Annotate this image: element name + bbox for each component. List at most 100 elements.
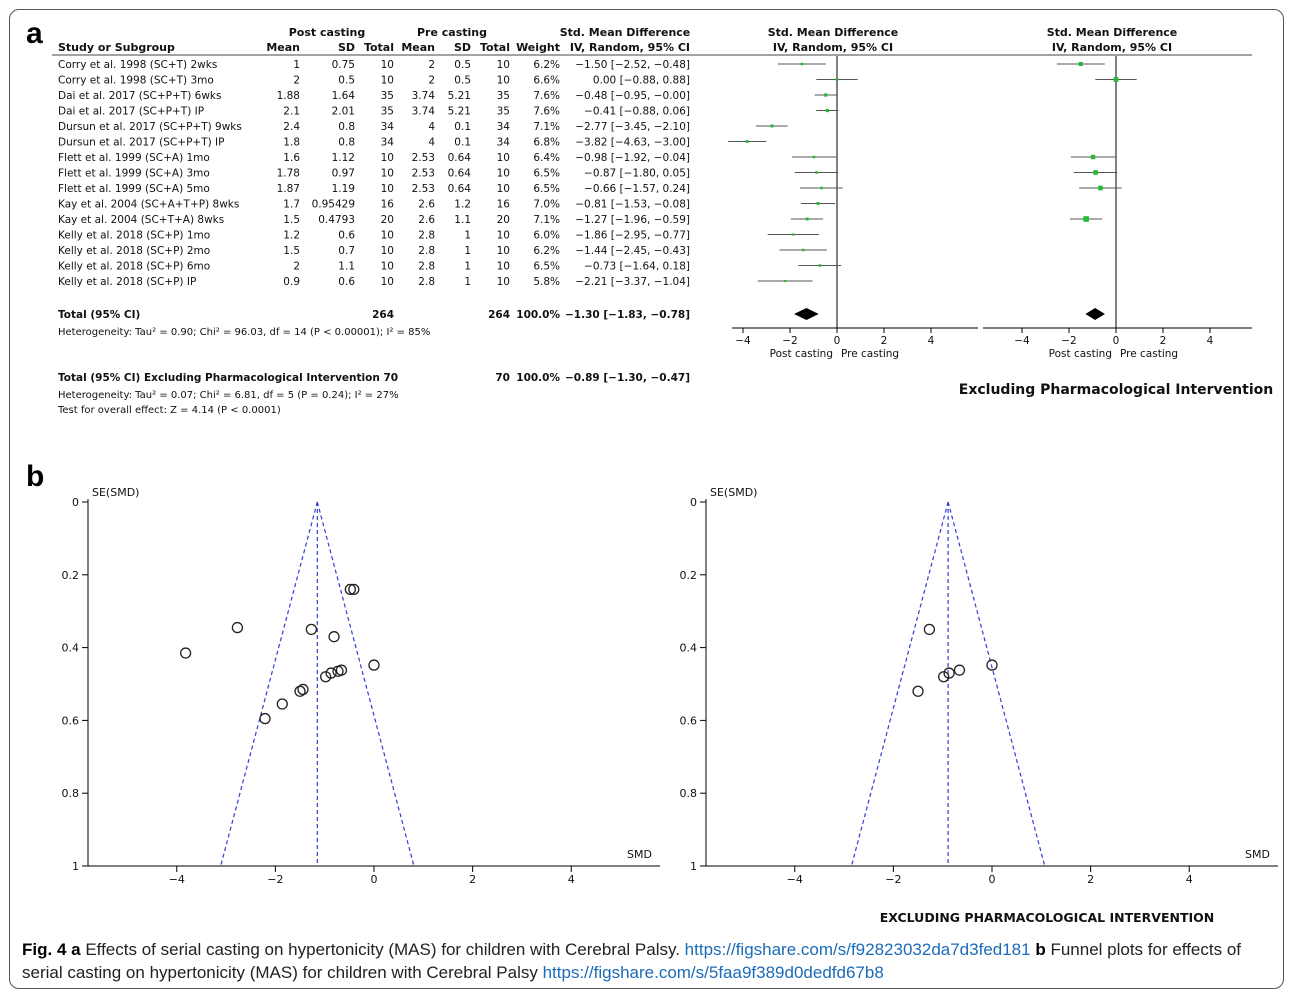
- forest-all-study-marker: [815, 171, 818, 174]
- study-label: Dursun et al. 2017 (SC+P+T) 9wks: [58, 121, 242, 133]
- table-cell: 10: [381, 152, 394, 164]
- forest-all-x-tick-label: −4: [735, 335, 751, 347]
- forest-excl-axis-right-label: Pre casting: [1120, 348, 1178, 360]
- table-cell: 1.1: [454, 214, 471, 226]
- table-cell: −0.98 [−1.92, −0.04]: [575, 152, 690, 164]
- table-cell: −0.48 [−0.95, −0.00]: [575, 90, 690, 102]
- table-cell: 10: [497, 230, 510, 242]
- table-cell: 10: [497, 59, 510, 71]
- table-cell: 10: [381, 59, 394, 71]
- table-cell: 2.53: [412, 183, 435, 195]
- funnel-all-study-point: [368, 659, 380, 671]
- table-cell: 34: [381, 121, 395, 133]
- table-cell: 2: [428, 75, 435, 87]
- table-cell: 0.7: [338, 245, 355, 257]
- forest-all-summary-diamond: [793, 308, 819, 320]
- table-cell: −3.82 [−4.63, −3.00]: [575, 137, 690, 149]
- table-cell: 1.2: [283, 230, 300, 242]
- forest-excl-x-tick-label: −4: [1014, 335, 1030, 347]
- table-cell: −1.44 [−2.45, −0.43]: [575, 245, 690, 257]
- table-cell: 10: [381, 276, 394, 288]
- heterogeneity-text: Heterogeneity: Tau² = 0.90; Chi² = 96.03…: [58, 327, 430, 338]
- caption-part-b-letter: b: [1035, 940, 1046, 959]
- figure-frame: [9, 9, 1284, 989]
- forest-excl-study-marker: [1090, 154, 1096, 160]
- table-cell: 10: [497, 75, 510, 87]
- table-cell: 7.0%: [533, 199, 560, 211]
- table-cell: 1.12: [332, 152, 355, 164]
- table-cell: 0.64: [448, 152, 472, 164]
- table-cell: 10: [497, 183, 510, 195]
- study-label: Flett et al. 1999 (SC+A) 3mo: [58, 168, 210, 180]
- funnel-excl-funnel-left: [850, 501, 949, 867]
- funnel-all-y-tick-label: 0.6: [62, 714, 80, 727]
- forest-all-x-tick-label: 4: [928, 335, 935, 347]
- forest-excl-x-tick-label: −2: [1061, 335, 1076, 347]
- panel-a-label: a: [26, 17, 43, 50]
- forest-excl-x-tick-label: 2: [1160, 335, 1167, 347]
- table-cell: 0.8: [338, 121, 355, 133]
- funnel-all-x-tick-label: 0: [371, 873, 378, 886]
- excl-heterogeneity-text: Heterogeneity: Tau² = 0.07; Chi² = 6.81,…: [58, 390, 399, 401]
- forest-excl-title: Excluding Pharmacological Intervention: [959, 382, 1273, 398]
- funnel-excl-x-label: SMD: [1245, 848, 1270, 861]
- table-cell: 0.64: [448, 183, 472, 195]
- funnel-excl-x-tick-label: −2: [885, 873, 901, 886]
- funnel-excl-title: EXCLUDING PHARMACOLOGICAL INTERVENTION: [880, 910, 1214, 925]
- table-cell: 1.7: [283, 199, 300, 211]
- forest-all-plot-subheader: IV, Random, 95% CI: [773, 41, 893, 54]
- funnel-excl-study-point: [953, 664, 966, 676]
- table-cell: 2.8: [418, 276, 435, 288]
- funnel-all-study-point: [294, 685, 306, 697]
- total-ci: −1.30 [−1.83, −0.78]: [565, 309, 690, 321]
- table-cell: 0.6: [338, 276, 355, 288]
- forest-all-study-marker: [816, 202, 820, 205]
- funnel-excl-y-tick-label: 0.6: [680, 714, 698, 727]
- caption-link-b[interactable]: https://figshare.com/s/5faa9f389d0dedfd6…: [542, 963, 884, 982]
- excl-total-pre-n: 70: [495, 372, 510, 384]
- table-cell: 16: [381, 199, 395, 211]
- study-label: Flett et al. 1999 (SC+A) 5mo: [58, 183, 210, 195]
- column-header: Weight: [516, 41, 560, 54]
- table-cell: 1.5: [283, 245, 300, 257]
- total-label: Total (95% CI): [58, 309, 140, 321]
- table-cell: 2.01: [332, 106, 355, 118]
- table-cell: 10: [381, 75, 394, 87]
- table-cell: 5.21: [448, 90, 471, 102]
- table-cell: −1.27 [−1.96, −0.59]: [575, 214, 690, 226]
- forest-excl-summary-diamond: [1085, 308, 1105, 320]
- table-cell: 2: [293, 261, 300, 273]
- study-label: Kay et al. 2004 (SC+A+T+P) 8wks: [58, 199, 239, 211]
- caption-link-a[interactable]: https://figshare.com/s/f92823032da7d3fed…: [684, 940, 1031, 959]
- funnel-all-study-point: [231, 621, 244, 634]
- forest-all-study-marker: [818, 264, 822, 267]
- study-label: Kelly et al. 2018 (SC+P) IP: [58, 276, 196, 288]
- group-header-pre: Pre casting: [417, 26, 487, 39]
- funnel-excl-x-tick-label: 4: [1186, 873, 1193, 886]
- table-cell: −0.41 [−0.88, 0.06]: [584, 106, 690, 118]
- column-header: Study or Subgroup: [58, 41, 175, 54]
- table-cell: 0.75: [332, 59, 355, 71]
- figure-svg: a b Post casting Pre casting Std. Mean Diffe…: [26, 17, 1278, 925]
- funnel-all-y-tick-label: 1: [72, 860, 79, 873]
- funnel-excl-y-label: SE(SMD): [710, 486, 757, 499]
- table-cell: 4: [428, 121, 435, 133]
- funnel-all-x-tick-label: 2: [469, 873, 476, 886]
- table-cell: 2.1: [283, 106, 300, 118]
- funnel-excl-y-tick-label: 1: [690, 860, 697, 873]
- funnel-all-study-point: [348, 583, 360, 596]
- excl-total-weight: 100.0%: [516, 372, 560, 384]
- study-label: Corry et al. 1998 (SC+T) 3mo: [58, 75, 214, 87]
- table-cell: 7.6%: [533, 90, 560, 102]
- forest-excl-plot-subheader: IV, Random, 95% CI: [1052, 41, 1172, 54]
- funnel-all-x-tick-label: −4: [169, 873, 185, 886]
- table-cell: 6.2%: [533, 59, 560, 71]
- table-cell: 10: [497, 276, 510, 288]
- study-label: Kay et al. 2004 (SC+T+A) 8wks: [58, 214, 224, 226]
- excl-total-label: Total (95% CI) Excluding Pharmacological…: [58, 372, 398, 384]
- table-cell: 4: [428, 137, 435, 149]
- funnel-excl-y-tick-label: 0.8: [680, 787, 698, 800]
- forest-excl-x-tick-label: 0: [1113, 335, 1120, 347]
- funnel-excl-y-tick-label: 0.4: [680, 642, 698, 655]
- funnel-all-y-tick-label: 0.4: [62, 642, 80, 655]
